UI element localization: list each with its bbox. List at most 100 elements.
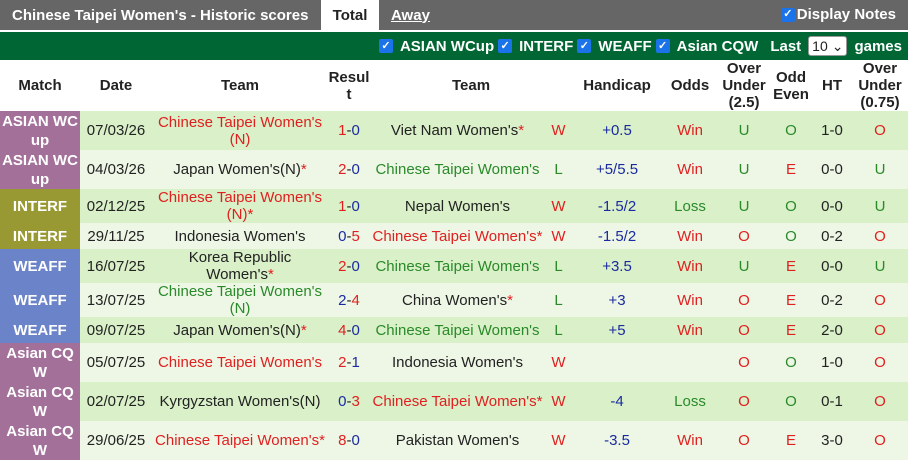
odd-even: O bbox=[770, 189, 813, 223]
star-marker: * bbox=[507, 291, 513, 309]
home-team[interactable]: Chinese Taipei Women's bbox=[152, 343, 328, 382]
tab-total[interactable]: Total bbox=[321, 0, 379, 30]
match-competition[interactable]: Asian CQ W bbox=[0, 421, 80, 460]
away-team-name: Viet Nam Women's bbox=[390, 122, 519, 139]
col-over-under-075: Over Under (0.75) bbox=[852, 60, 908, 111]
col-odd-even: Odd Even bbox=[770, 60, 813, 111]
half-time-score: 0-0 bbox=[812, 249, 853, 283]
home-team[interactable]: Indonesia Women's bbox=[152, 223, 328, 249]
odd-even: E bbox=[770, 150, 813, 189]
home-team[interactable]: Korea Republic Women's* bbox=[152, 249, 328, 283]
over-under-075: O bbox=[852, 343, 908, 382]
home-score: 4 bbox=[338, 321, 347, 339]
away-team[interactable]: Pakistan Women's bbox=[370, 421, 545, 460]
header-bar: Chinese Taipei Women's - Historic scores… bbox=[0, 0, 908, 30]
odd-even: O bbox=[770, 382, 813, 421]
table-row[interactable]: WEAFF 09/07/25 Japan Women's(N)* 4-0 Chinese… bbox=[0, 317, 908, 343]
games-count-select[interactable]: 10 ⌄ bbox=[808, 36, 848, 56]
match-competition[interactable]: INTERF bbox=[0, 189, 80, 223]
home-team[interactable]: Kyrgyzstan Women's(N) bbox=[152, 382, 328, 421]
page-title: Chinese Taipei Women's - Historic scores bbox=[12, 6, 309, 24]
away-team[interactable]: Chinese Taipei Women's bbox=[370, 317, 545, 343]
table-row[interactable]: ASIAN WC up 04/03/26 Japan Women's(N)* 2-0 C… bbox=[0, 150, 908, 189]
table-row[interactable]: Asian CQ W 29/06/25 Chinese Taipei Women's… bbox=[0, 421, 908, 460]
match-result[interactable]: 0-5 bbox=[328, 223, 370, 249]
home-team-name: Chinese Taipei Women's bbox=[157, 354, 323, 371]
match-competition[interactable]: ASIAN WC up bbox=[0, 150, 80, 189]
home-team[interactable]: Japan Women's(N)* bbox=[152, 150, 328, 189]
match-competition[interactable]: WEAFF bbox=[0, 317, 80, 343]
home-team[interactable]: Chinese Taipei Women's (N)* bbox=[152, 189, 328, 223]
table-row[interactable]: ASIAN WC up 07/03/26 Chinese Taipei Women'… bbox=[0, 111, 908, 150]
home-team-name: Chinese Taipei Women's (N) bbox=[157, 113, 323, 148]
over-under-075: U bbox=[852, 189, 908, 223]
col-match: Match bbox=[0, 60, 80, 111]
match-competition[interactable]: Asian CQ W bbox=[0, 343, 80, 382]
match-competition[interactable]: ASIAN WC up bbox=[0, 111, 80, 150]
table-row[interactable]: Asian CQ W 02/07/25 Kyrgyzstan Women's(N) 0… bbox=[0, 382, 908, 421]
away-team[interactable]: Nepal Women's bbox=[370, 189, 545, 223]
match-result[interactable]: 2-0 bbox=[328, 150, 370, 189]
match-date: 07/03/26 bbox=[80, 111, 152, 150]
table-row[interactable]: Asian CQ W 05/07/25 Chinese Taipei Women's… bbox=[0, 343, 908, 382]
tab-away[interactable]: Away bbox=[391, 6, 430, 24]
handicap: +3 bbox=[572, 283, 663, 317]
table-row[interactable]: WEAFF 13/07/25 Chinese Taipei Women's (N) 2… bbox=[0, 283, 908, 317]
over-under: O bbox=[718, 421, 771, 460]
match-date: 13/07/25 bbox=[80, 283, 152, 317]
table-row[interactable]: INTERF 29/11/25 Indonesia Women's 0-5 Chines… bbox=[0, 223, 908, 249]
match-date: 29/06/25 bbox=[80, 421, 152, 460]
win-loss: W bbox=[545, 189, 573, 223]
match-competition[interactable]: WEAFF bbox=[0, 283, 80, 317]
star-marker: * bbox=[300, 161, 307, 178]
away-team-name: Chinese Taipei Women's bbox=[375, 257, 540, 275]
match-competition[interactable]: INTERF bbox=[0, 223, 80, 249]
home-team[interactable]: Chinese Taipei Women's (N) bbox=[152, 283, 328, 317]
match-result[interactable]: 2-0 bbox=[328, 249, 370, 283]
over-under: U bbox=[718, 249, 771, 283]
away-team[interactable]: Chinese Taipei Women's bbox=[370, 249, 545, 283]
over-under-075: O bbox=[852, 317, 908, 343]
table-row[interactable]: INTERF 02/12/25 Chinese Taipei Women's (N)… bbox=[0, 189, 908, 223]
match-competition[interactable]: WEAFF bbox=[0, 249, 80, 283]
filter-checkbox-asian-wcup[interactable]: ✓ bbox=[378, 39, 393, 53]
odd-even: O bbox=[770, 343, 813, 382]
filter-checkbox-weaff[interactable]: ✓ bbox=[577, 39, 592, 53]
match-result[interactable]: 2-1 bbox=[328, 343, 370, 382]
home-team[interactable]: Japan Women's(N)* bbox=[152, 317, 328, 343]
home-team-name: Chinese Taipei Women's bbox=[155, 432, 320, 449]
match-result[interactable]: 1-0 bbox=[328, 189, 370, 223]
match-result[interactable]: 4-0 bbox=[328, 317, 370, 343]
checkbox-icon[interactable]: ✓ bbox=[780, 7, 795, 22]
home-score: 2 bbox=[338, 257, 347, 275]
win-loss: L bbox=[545, 283, 573, 317]
home-team[interactable]: Chinese Taipei Women's (N) bbox=[152, 111, 328, 150]
handicap: +0.5 bbox=[572, 111, 663, 150]
table-row[interactable]: WEAFF 16/07/25 Korea Republic Women's* 2-0 C… bbox=[0, 249, 908, 283]
match-result[interactable]: 8-0 bbox=[328, 421, 370, 460]
away-team[interactable]: China Women's* bbox=[370, 283, 545, 317]
over-under-075: O bbox=[852, 283, 908, 317]
match-date: 02/12/25 bbox=[80, 189, 152, 223]
odds-result bbox=[662, 343, 719, 382]
away-team[interactable]: Indonesia Women's bbox=[370, 343, 545, 382]
display-notes-toggle[interactable]: ✓ Display Notes bbox=[780, 6, 896, 23]
away-team[interactable]: Chinese Taipei Women's* bbox=[370, 382, 545, 421]
results-table: Match Date Team Resul t Team Handicap Od… bbox=[0, 60, 908, 460]
match-competition[interactable]: Asian CQ W bbox=[0, 382, 80, 421]
away-team[interactable]: Chinese Taipei Women's* bbox=[370, 223, 545, 249]
over-under: O bbox=[718, 343, 771, 382]
match-result[interactable]: 2-4 bbox=[328, 283, 370, 317]
match-result[interactable]: 1-0 bbox=[328, 111, 370, 150]
home-team-name: Chinese Taipei Women's (N) bbox=[157, 283, 323, 317]
home-team[interactable]: Chinese Taipei Women's* bbox=[152, 421, 328, 460]
away-score: 4 bbox=[351, 291, 360, 309]
filter-checkbox-interf[interactable]: ✓ bbox=[498, 39, 513, 53]
filter-checkbox-asian-cqw[interactable]: ✓ bbox=[655, 39, 670, 53]
handicap: +5 bbox=[572, 317, 663, 343]
match-result[interactable]: 0-3 bbox=[328, 382, 370, 421]
away-team[interactable]: Viet Nam Women's* bbox=[370, 111, 545, 150]
half-time-score: 0-2 bbox=[812, 223, 853, 249]
win-loss: L bbox=[545, 249, 573, 283]
away-team[interactable]: Chinese Taipei Women's bbox=[370, 150, 545, 189]
